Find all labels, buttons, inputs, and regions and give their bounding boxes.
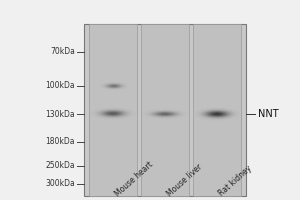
- Text: 100kDa: 100kDa: [45, 81, 75, 90]
- Bar: [84, 24, 246, 196]
- Text: Mouse liver: Mouse liver: [165, 162, 204, 198]
- Text: 130kDa: 130kDa: [45, 110, 75, 119]
- Text: NNT: NNT: [258, 109, 279, 119]
- Text: 300kDa: 300kDa: [45, 179, 75, 188]
- Text: 250kDa: 250kDa: [45, 161, 75, 170]
- Bar: [141, 24, 189, 196]
- Bar: [89, 24, 137, 196]
- Text: 70kDa: 70kDa: [50, 47, 75, 56]
- Text: Rat kidney: Rat kidney: [217, 164, 254, 198]
- Text: 180kDa: 180kDa: [46, 137, 75, 146]
- Text: Mouse heart: Mouse heart: [113, 159, 155, 198]
- Bar: [193, 24, 241, 196]
